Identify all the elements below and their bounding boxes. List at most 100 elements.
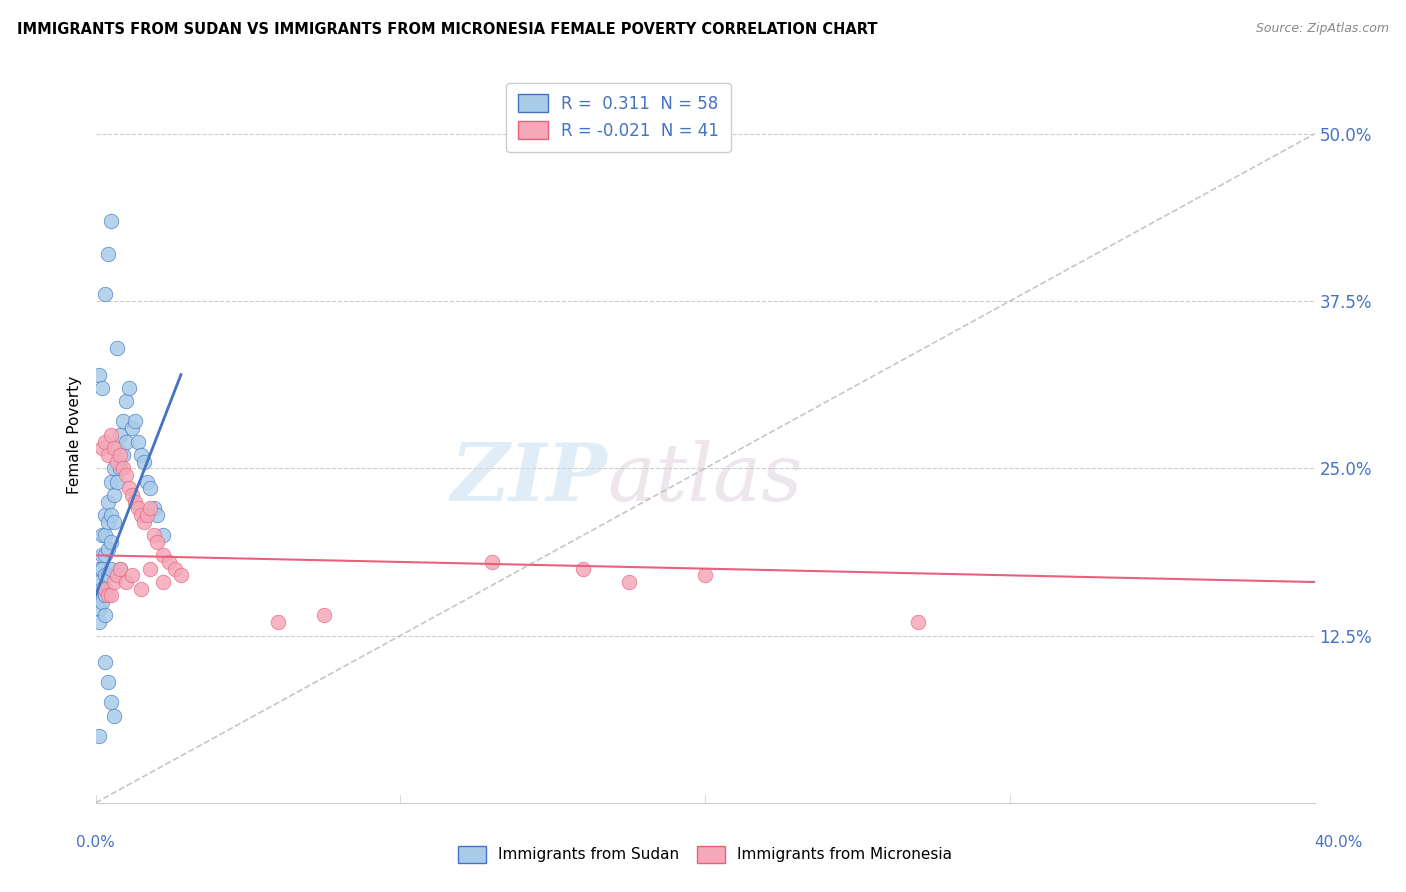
Point [121, 568, 143, 582]
Point [115, 434, 138, 449]
Point [94, 568, 117, 582]
Point [100, 475, 122, 489]
Point [481, 555, 503, 569]
Point [94, 508, 117, 522]
Point [87, 729, 110, 743]
Point [267, 615, 290, 630]
Point [94, 548, 117, 563]
Point [118, 381, 141, 395]
Point [94, 287, 117, 301]
Point [97, 247, 120, 261]
Text: 40.0%: 40.0% [1315, 836, 1362, 850]
Point [115, 467, 138, 482]
Point [87, 602, 110, 616]
Point [97, 541, 120, 556]
Point [90, 528, 112, 542]
Point [108, 448, 131, 462]
Point [170, 568, 193, 582]
Point [105, 475, 128, 489]
Point [139, 562, 162, 576]
Point [90, 548, 112, 563]
Point [87, 574, 110, 589]
Text: ZIP: ZIP [451, 441, 607, 517]
Point [90, 441, 112, 455]
Point [100, 696, 122, 710]
Point [87, 615, 110, 630]
Point [131, 508, 153, 522]
Point [118, 481, 141, 495]
Point [142, 528, 165, 542]
Point [127, 434, 149, 449]
Point [108, 562, 131, 576]
Point [152, 528, 174, 542]
Point [90, 595, 112, 609]
Point [142, 501, 165, 516]
Point [94, 434, 117, 449]
Point [105, 441, 128, 455]
Point [127, 501, 149, 516]
Point [134, 515, 156, 529]
Point [108, 562, 131, 576]
Point [112, 461, 135, 475]
Point [108, 427, 131, 442]
Point [572, 562, 595, 576]
Point [131, 448, 153, 462]
Point [115, 394, 138, 409]
Point [695, 568, 717, 582]
Point [907, 615, 929, 630]
Point [97, 568, 120, 582]
Point [100, 213, 122, 227]
Point [103, 441, 125, 455]
Point [124, 494, 146, 508]
Point [121, 421, 143, 435]
Point [108, 461, 131, 475]
Point [139, 501, 162, 516]
Point [139, 481, 162, 495]
Point [103, 708, 125, 723]
Point [90, 562, 112, 576]
Y-axis label: Female Poverty: Female Poverty [67, 376, 83, 494]
Point [163, 562, 186, 576]
Point [112, 414, 135, 428]
Point [87, 562, 110, 576]
Point [105, 454, 128, 469]
Point [100, 508, 122, 522]
Point [152, 574, 174, 589]
Text: IMMIGRANTS FROM SUDAN VS IMMIGRANTS FROM MICRONESIA FEMALE POVERTY CORRELATION C: IMMIGRANTS FROM SUDAN VS IMMIGRANTS FROM… [17, 22, 877, 37]
Point [97, 448, 120, 462]
Point [94, 655, 117, 669]
Point [314, 608, 336, 623]
Point [121, 488, 143, 502]
Point [87, 368, 110, 382]
Point [97, 515, 120, 529]
Text: atlas: atlas [607, 441, 803, 517]
Point [617, 574, 640, 589]
Point [97, 675, 120, 690]
Point [87, 589, 110, 603]
Point [103, 574, 125, 589]
Text: 0.0%: 0.0% [76, 836, 115, 850]
Point [94, 528, 117, 542]
Point [94, 589, 117, 603]
Point [90, 381, 112, 395]
Point [136, 475, 159, 489]
Point [115, 574, 138, 589]
Point [134, 454, 156, 469]
Point [131, 582, 153, 596]
Text: Source: ZipAtlas.com: Source: ZipAtlas.com [1256, 22, 1389, 36]
Legend: Immigrants from Sudan, Immigrants from Micronesia: Immigrants from Sudan, Immigrants from M… [453, 840, 957, 869]
Point [100, 562, 122, 576]
Point [94, 582, 117, 596]
Point [105, 341, 128, 355]
Point [105, 568, 128, 582]
Point [103, 515, 125, 529]
Point [152, 548, 174, 563]
Point [157, 555, 180, 569]
Point [103, 461, 125, 475]
Point [124, 414, 146, 428]
Point [103, 488, 125, 502]
Point [136, 508, 159, 522]
Point [112, 448, 135, 462]
Point [94, 608, 117, 623]
Point [145, 508, 167, 522]
